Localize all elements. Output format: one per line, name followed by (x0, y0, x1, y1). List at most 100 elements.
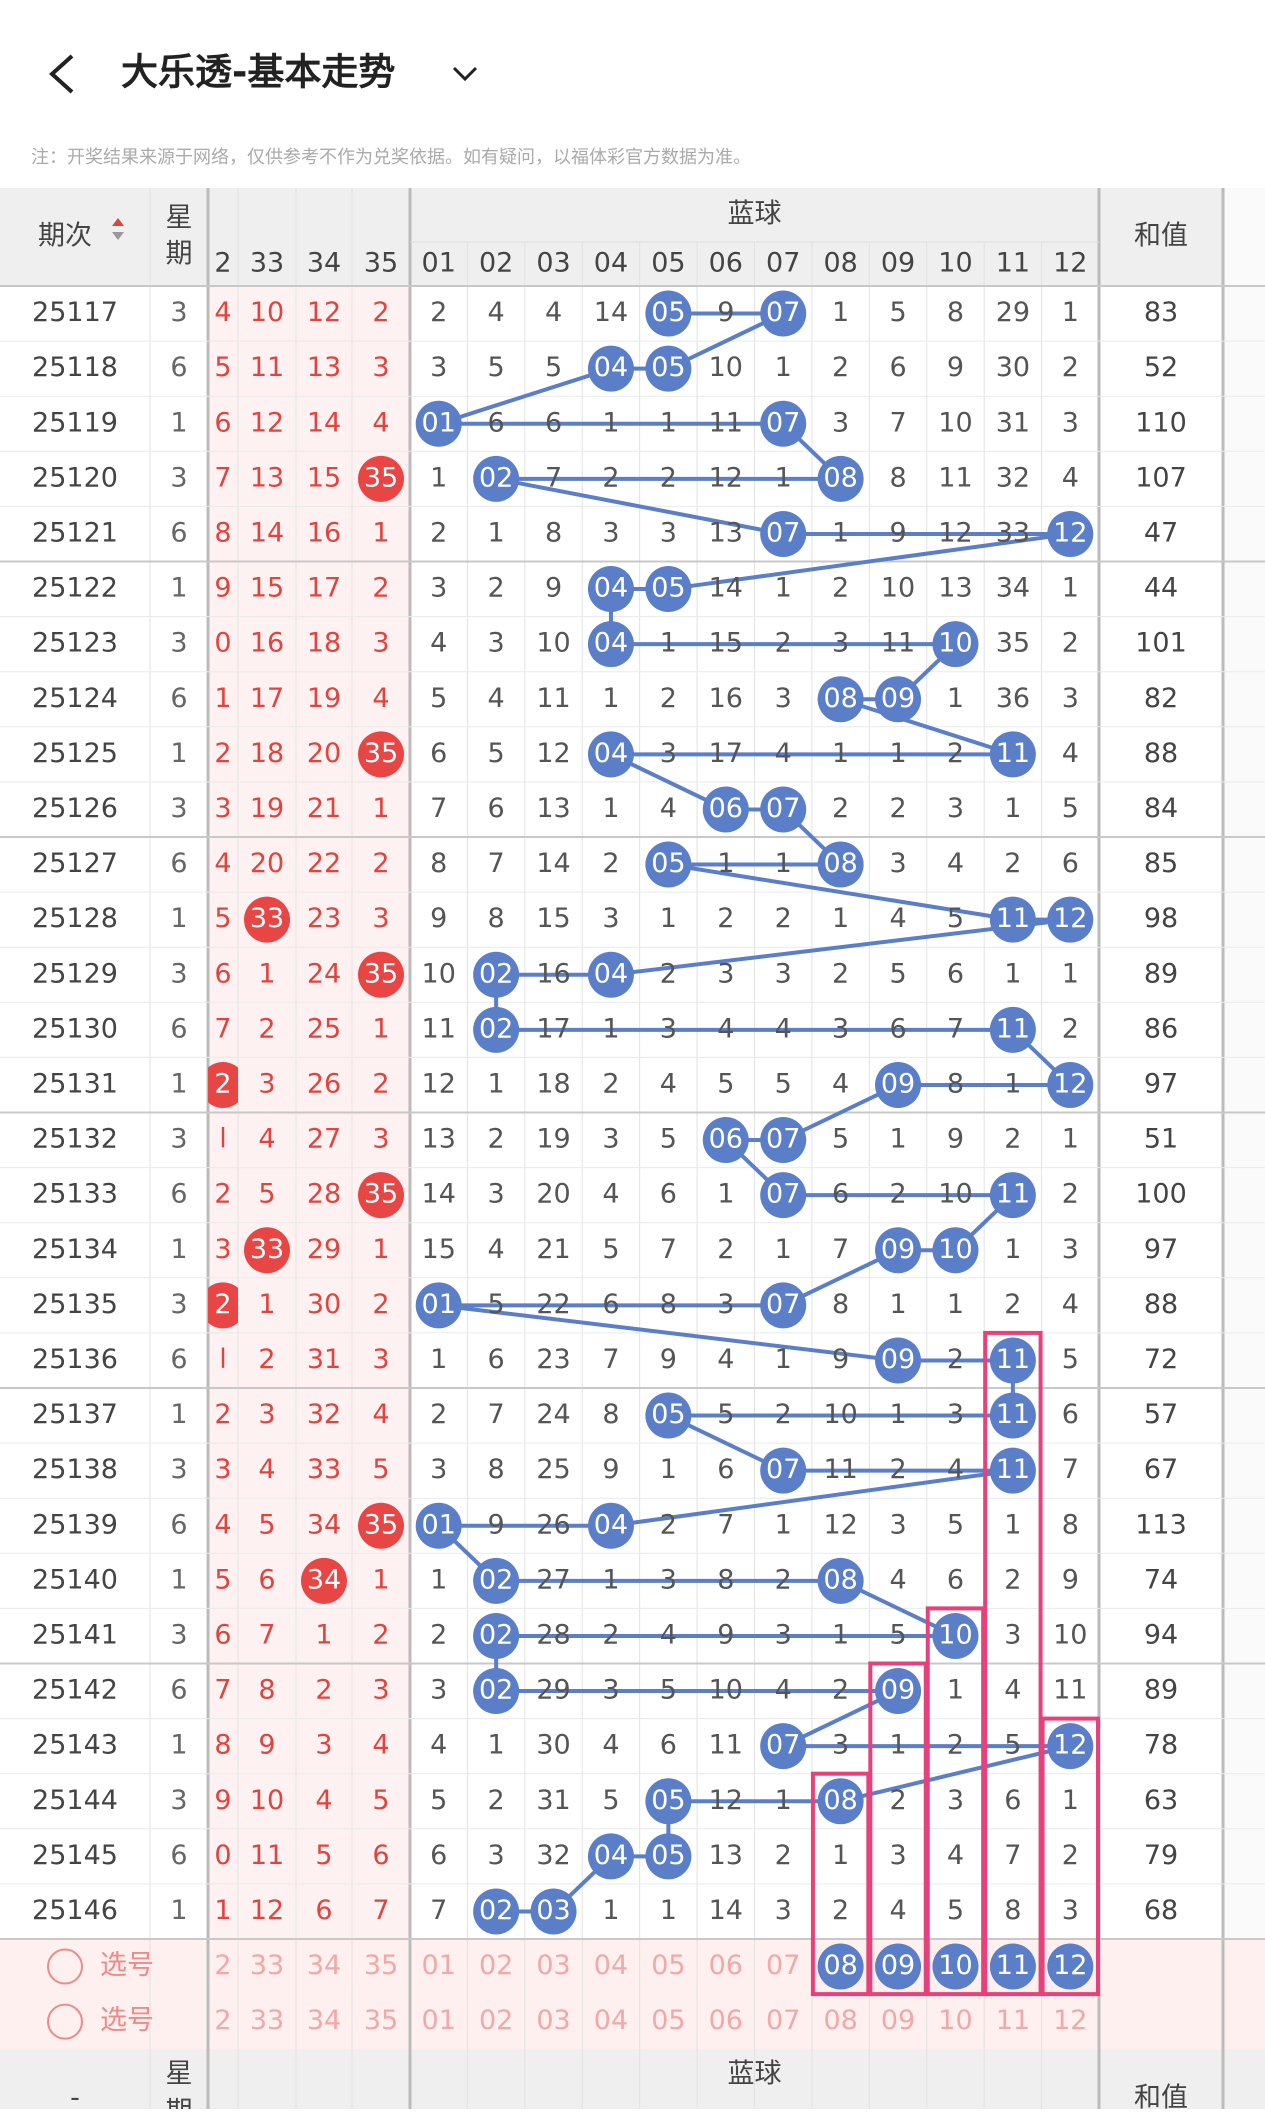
red-number: 3 (372, 628, 389, 659)
select-radio[interactable] (47, 1948, 83, 1985)
blue-number: 8 (488, 1454, 505, 1485)
blue-number: 1 (430, 462, 447, 493)
blue-number: 10 (938, 1234, 972, 1265)
blue-number: 10 (938, 1619, 972, 1650)
red-number-ball (244, 1227, 290, 1274)
blue-number: 1 (832, 738, 849, 769)
blue-number-ball (760, 1447, 807, 1494)
sum: 51 (1144, 1124, 1178, 1155)
blue-number: 3 (717, 958, 734, 989)
red-number: 2 (372, 1068, 389, 1099)
weekday: 3 (170, 793, 187, 824)
blue-number: 4 (947, 1840, 964, 1871)
select-blue: 02 (479, 1950, 513, 1981)
blue-number: 15 (536, 903, 570, 934)
blue-number: 2 (832, 793, 849, 824)
blue-number-ball (587, 951, 634, 998)
back-button[interactable] (49, 54, 74, 94)
blue-number: 2 (889, 1179, 906, 1210)
red-header: 2 (214, 248, 231, 279)
select-red: 2 (214, 2005, 231, 2036)
red-number: 3 (214, 793, 231, 824)
period: 25140 (32, 1564, 118, 1595)
red-number: 33 (250, 1234, 284, 1265)
blue-number-ball (875, 1227, 922, 1274)
red-number: 1 (315, 1619, 332, 1650)
red-number: 3 (315, 1730, 332, 1761)
blue-number: 3 (1062, 683, 1079, 714)
red-number: 5 (214, 352, 231, 383)
weekday: 1 (170, 407, 187, 438)
red-number: 4 (214, 1509, 231, 1540)
blue-number: 3 (430, 573, 447, 604)
red-number: 16 (250, 628, 284, 659)
red-number: 3 (372, 903, 389, 934)
blue-number: 8 (545, 517, 562, 548)
blue-number: 5 (660, 1124, 677, 1155)
red-number: 2 (214, 1179, 231, 1210)
red-number: 2 (372, 1289, 389, 1320)
blue-number: 17 (709, 738, 743, 769)
red-number: 5 (372, 1785, 389, 1816)
red-number: 5 (372, 1454, 389, 1485)
blue-number: 34 (996, 573, 1030, 604)
blue-number: 10 (536, 628, 570, 659)
blue-number: 22 (536, 1289, 570, 1320)
blue-number: 4 (1004, 1675, 1021, 1706)
period: 25128 (32, 903, 118, 934)
blue-number: 11 (996, 1179, 1030, 1210)
blue-number-ball (989, 731, 1036, 778)
red-number: 21 (307, 793, 341, 824)
blue-number: 07 (766, 297, 800, 328)
blue-number: 2 (775, 628, 792, 659)
blue-number: 7 (545, 462, 562, 493)
blue-number: 2 (1062, 628, 1079, 659)
red-number: 35 (364, 462, 398, 493)
blue-number: 3 (775, 1895, 792, 1926)
blue-number: 4 (947, 848, 964, 879)
title-dropdown[interactable] (452, 66, 478, 82)
blue-number-ball (1047, 510, 1094, 557)
sum: 89 (1144, 1675, 1178, 1706)
blue-number: 1 (1004, 1509, 1021, 1540)
highlight-box (983, 1330, 1043, 1997)
blue-number: 2 (889, 1454, 906, 1485)
blue-number: 10 (823, 1399, 857, 1430)
red-number: 29 (307, 1234, 341, 1265)
blue-number: 3 (488, 628, 505, 659)
select-red: 35 (364, 1950, 398, 1981)
select-blue: 10 (938, 2005, 972, 2036)
blue-number: 4 (775, 738, 792, 769)
select-radio[interactable] (47, 2003, 83, 2040)
blue-number: 3 (602, 1675, 619, 1706)
blue-number: 3 (660, 517, 677, 548)
blue-number: 16 (709, 683, 743, 714)
blue-number: 1 (889, 738, 906, 769)
select-blue: 05 (651, 2005, 685, 2036)
red-number: 13 (307, 352, 341, 383)
weekday: 1 (170, 1068, 187, 1099)
blue-number: 2 (660, 1509, 677, 1540)
blue-number-ball (875, 1337, 922, 1384)
blue-number: 13 (938, 573, 972, 604)
blue-number: 2 (1004, 848, 1021, 879)
blue-number: 2 (832, 352, 849, 383)
blue-number: 3 (947, 1785, 964, 1816)
blue-number: 5 (602, 1234, 619, 1265)
weekday: 3 (170, 958, 187, 989)
select-red: 33 (250, 2005, 284, 2036)
blue-number: 9 (947, 1124, 964, 1155)
blue-number: 07 (766, 1124, 800, 1155)
blue-number: 11 (536, 683, 570, 714)
blue-number: 5 (488, 352, 505, 383)
red-number: 5 (214, 903, 231, 934)
blue-number: 13 (536, 793, 570, 824)
period: 25139 (32, 1509, 118, 1540)
blue-number: 09 (881, 683, 915, 714)
sum: 68 (1144, 1895, 1178, 1926)
select-blue: 09 (881, 1950, 915, 1981)
select-blue-ball (1047, 1943, 1094, 1990)
blue-number: 07 (766, 1289, 800, 1320)
blue-number: 10 (938, 407, 972, 438)
blue-number: 9 (488, 1509, 505, 1540)
